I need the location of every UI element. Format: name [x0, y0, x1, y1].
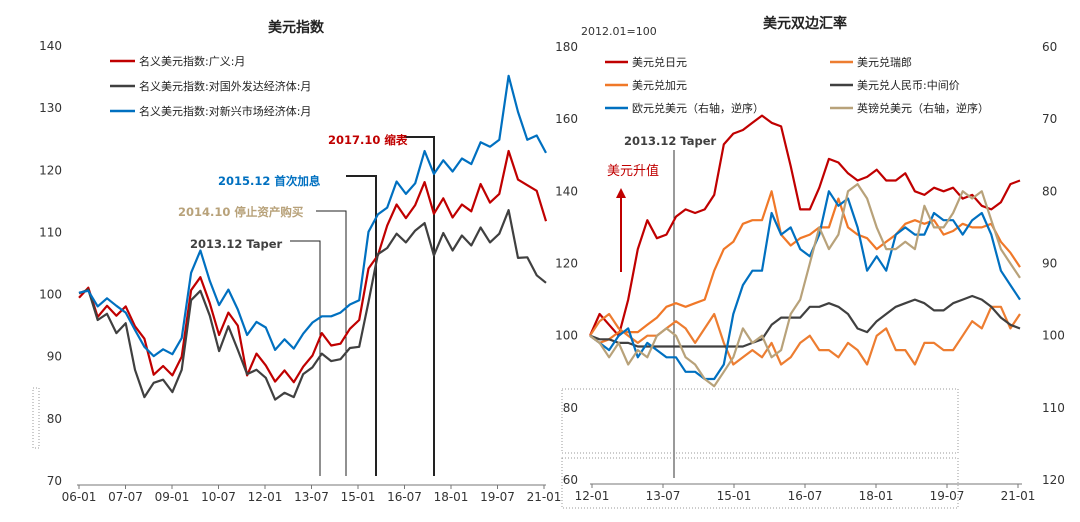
left-event-line [316, 210, 347, 476]
left-series-line [78, 149, 548, 384]
right-series-line [589, 183, 1021, 388]
right-appreciation-label: 美元升值 [607, 163, 659, 179]
left-dotted-frame [32, 387, 40, 449]
right-x-tick-label: 15-01 [717, 489, 752, 503]
left-event-lines [290, 136, 435, 476]
right-chart: 美元双边汇率 2012.01=100 180 160 140 120 100 80 60 6… [555, 15, 1065, 503]
left-y-tick-label: 120 [39, 163, 62, 177]
left-x-axis-ticks: 06-01 07-07 09-01 10-07 12-01 13-07 15-01 16-07… [62, 485, 562, 504]
right-y2-tick-label: 110 [1042, 401, 1065, 415]
right-x-tick-label: 21-01 [1001, 489, 1036, 503]
left-annotation-label: 2017.10 缩表 [328, 133, 408, 147]
right-y-tick-label: 120 [555, 257, 578, 271]
left-series-line [78, 209, 547, 401]
left-annotation-label: 2014.10 停止资产购买 [178, 205, 304, 219]
right-series-line [589, 294, 1021, 348]
right-y-tick-label: 160 [555, 112, 578, 126]
right-series-lines [588, 114, 1021, 388]
left-series-lines [78, 74, 548, 401]
right-legend-label: 欧元兑美元（右轴，逆序） [632, 101, 764, 115]
right-y2-tick-label: 120 [1042, 473, 1065, 487]
right-x-tick-label: 16-07 [788, 489, 823, 503]
right-dotted-frame-2 [561, 457, 959, 509]
right-y-tick-label: 60 [563, 473, 578, 487]
right-legend-label: 美元兑人民币:中间价 [857, 78, 960, 92]
right-series-line [588, 114, 1021, 337]
left-y-tick-label: 80 [47, 412, 62, 426]
right-series-line [589, 305, 1021, 366]
left-x-tick-label: 06-01 [62, 490, 97, 504]
right-chart-title: 美元双边汇率 [763, 15, 847, 32]
right-appreciation-arrowhead [616, 188, 626, 198]
right-legend-label: 美元兑瑞郎 [857, 55, 912, 69]
right-x-tick-label: 18-01 [859, 489, 894, 503]
left-x-tick-label: 16-07 [387, 490, 422, 504]
right-annotations: 2013.12 Taper 美元升值 [607, 134, 717, 272]
right-y-axis-ticks: 180 160 140 120 100 80 60 [555, 40, 578, 487]
left-x-tick-label: 19-07 [480, 490, 515, 504]
right-x-tick-label: 13-07 [646, 489, 681, 503]
left-legend-label: 名义美元指数:对新兴市场经济体:月 [139, 104, 311, 118]
right-dotted-frame [561, 388, 959, 454]
left-x-tick-label: 09-01 [155, 490, 190, 504]
left-annotations: 2017.10 缩表 2015.12 首次加息 2014.10 停止资产购买 2013… [178, 133, 408, 251]
left-x-tick-label: 18-01 [434, 490, 469, 504]
left-y-tick-label: 90 [47, 350, 62, 364]
right-y2-tick-label: 100 [1042, 329, 1065, 343]
left-x-tick-label: 07-07 [108, 490, 143, 504]
right-secondary-y-axis-ticks: 60 70 80 90 100 110 120 [1042, 40, 1065, 487]
left-annotation-label: 2013.12 Taper [190, 237, 283, 251]
right-y-tick-label: 100 [555, 329, 578, 343]
right-y2-tick-label: 80 [1042, 184, 1057, 198]
right-y2-tick-label: 60 [1042, 40, 1057, 54]
left-legend-label: 名义美元指数:对国外发达经济体:月 [139, 79, 311, 93]
left-y-tick-label: 110 [39, 225, 62, 239]
right-chart-unit-label: 2012.01=100 [581, 25, 657, 38]
left-series-line [78, 74, 547, 358]
left-legend-label: 名义美元指数:广义:月 [139, 54, 245, 68]
right-legend-label: 美元兑日元 [632, 55, 687, 69]
left-event-line [404, 136, 435, 476]
right-x-tick-label: 12-01 [575, 489, 610, 503]
right-y-tick-label: 180 [555, 40, 578, 54]
left-annotation-label: 2015.12 首次加息 [218, 174, 321, 188]
right-y2-tick-label: 70 [1042, 112, 1057, 126]
left-y-tick-label: 130 [39, 101, 62, 115]
left-x-tick-label: 12-01 [248, 490, 283, 504]
right-legend-label: 英镑兑美元（右轴，逆序） [857, 101, 989, 115]
left-x-tick-label: 15-01 [341, 490, 376, 504]
left-y-tick-label: 100 [39, 288, 62, 302]
right-x-tick-label: 19-07 [930, 489, 965, 503]
left-x-tick-label: 13-07 [294, 490, 329, 504]
left-legend: 名义美元指数:广义:月名义美元指数:对国外发达经济体:月名义美元指数:对新兴市场… [110, 54, 311, 118]
left-y-tick-label: 70 [47, 474, 62, 488]
left-chart-title: 美元指数 [268, 19, 325, 36]
left-y-tick-label: 140 [39, 39, 62, 53]
right-y2-tick-label: 90 [1042, 257, 1057, 271]
left-y-axis-ticks: 140 130 120 110 100 90 80 70 [39, 39, 62, 488]
right-taper-label: 2013.12 Taper [624, 134, 717, 148]
right-legend-label: 美元兑加元 [632, 78, 687, 92]
left-x-tick-label: 21-01 [527, 490, 562, 504]
right-y-tick-label: 80 [563, 401, 578, 415]
right-y-tick-label: 140 [555, 184, 578, 198]
right-series-line [589, 190, 1021, 344]
right-x-axis-ticks: 12-01 13-07 15-01 16-07 18-01 19-07 21-01 [575, 484, 1036, 503]
left-event-line [346, 175, 377, 476]
left-event-line [290, 240, 321, 476]
left-chart: 美元指数 140 130 120 110 100 90 80 70 06-01 07-07 09-… [39, 19, 561, 504]
left-x-tick-label: 10-07 [201, 490, 236, 504]
